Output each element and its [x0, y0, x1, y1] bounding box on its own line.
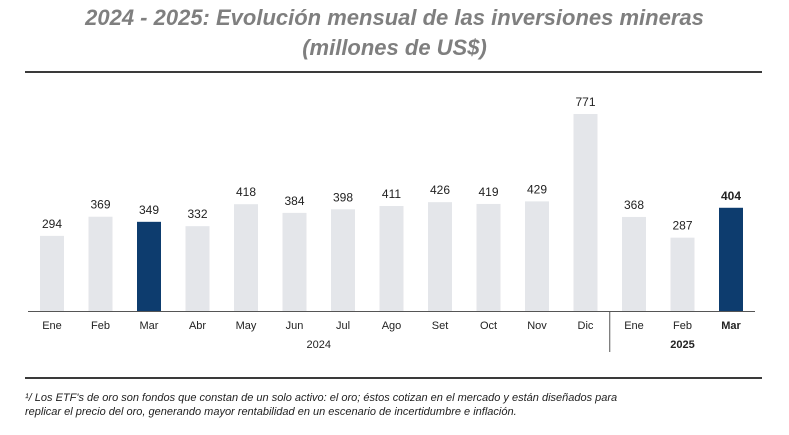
x-tick-label: Jun: [286, 320, 304, 332]
x-tick-label: May: [236, 320, 257, 332]
bar: [137, 221, 161, 311]
x-tick-label: Ago: [382, 320, 402, 332]
data-label: 404: [721, 189, 741, 203]
data-label: 426: [430, 183, 450, 197]
bar: [282, 212, 307, 311]
data-label: 398: [333, 190, 353, 204]
bar: [719, 207, 743, 311]
data-label: 418: [236, 185, 256, 199]
x-tick-label: Feb: [91, 320, 110, 332]
data-label: 332: [187, 207, 207, 221]
x-tick-label: Mar: [140, 320, 159, 332]
data-label: 771: [575, 95, 595, 109]
bar: [622, 216, 646, 311]
x-tick-label: Mar: [721, 320, 741, 332]
title-divider: [25, 71, 762, 73]
bar: [525, 201, 549, 311]
data-label: 369: [90, 198, 110, 212]
data-label: 384: [284, 194, 304, 208]
bar-chart: 294 Ene 369 Feb 349 Mar 332 Abr 418 May 384 Jun 398 J…: [28, 95, 755, 352]
bar: [331, 209, 355, 311]
x-tick-label: Dic: [578, 320, 594, 332]
chart-title-line2: (millones de US$): [302, 35, 487, 60]
footnote-line2: replicar el precio del oro, generando ma…: [25, 406, 517, 418]
data-label: 429: [527, 182, 547, 196]
data-label: 419: [478, 185, 498, 199]
bar: [88, 216, 113, 311]
data-label: 411: [382, 187, 401, 201]
x-tick-label: Jul: [336, 320, 350, 332]
bar: [573, 114, 598, 311]
bar: [476, 203, 501, 311]
bar: [234, 204, 258, 311]
data-label: 368: [624, 198, 644, 212]
x-tick-label: Nov: [527, 320, 547, 332]
bar: [40, 235, 64, 311]
bar: [185, 226, 210, 311]
data-label: 349: [139, 203, 159, 217]
x-tick-label: Feb: [673, 320, 692, 332]
footnote-divider: [25, 377, 762, 379]
data-label: 287: [672, 219, 692, 233]
footnote-line1: ¹/ Los ETF's de oro son fondos que const…: [25, 392, 618, 404]
x-tick-label: Abr: [189, 320, 206, 332]
chart-title-line1: 2024 - 2025: Evolución mensual de las in…: [85, 5, 704, 30]
bar: [428, 202, 452, 311]
x-tick-label: Ene: [42, 320, 62, 332]
x-tick-label: Oct: [480, 320, 497, 332]
x-tick-label: Set: [432, 320, 449, 332]
x-group-label: 2024: [307, 339, 331, 351]
bar: [670, 237, 695, 311]
data-label: 294: [42, 217, 62, 231]
x-tick-label: Ene: [624, 320, 644, 332]
x-group-label: 2025: [670, 339, 694, 351]
bar: [379, 205, 404, 311]
